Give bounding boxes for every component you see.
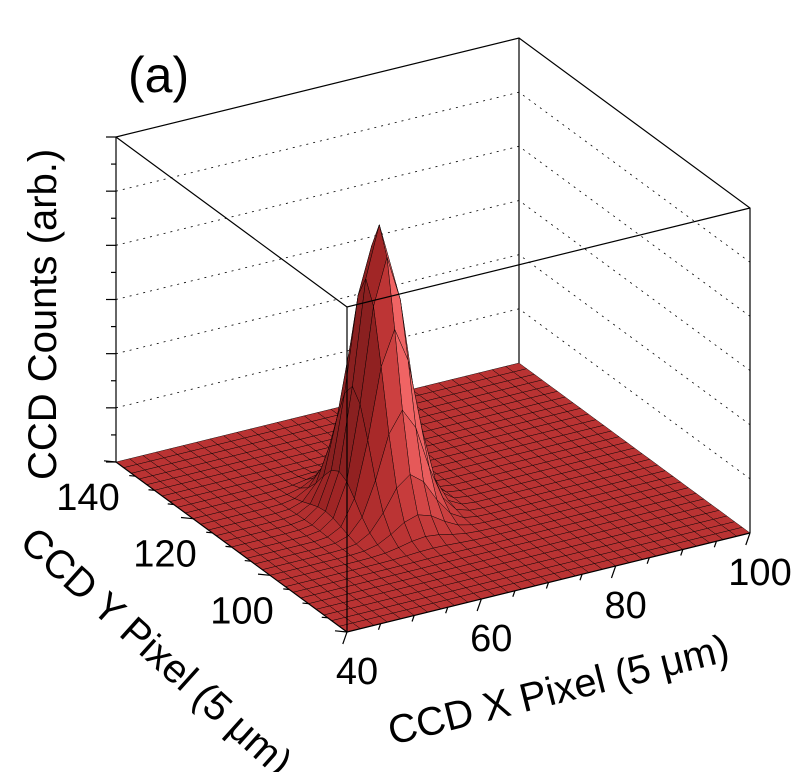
y-tick bbox=[244, 559, 251, 562]
x-tick bbox=[342, 631, 348, 645]
y-tick-labels: 100 120 140 bbox=[56, 477, 273, 632]
z-axis-title: CCD Counts (arb.) bbox=[21, 149, 65, 480]
y-tick bbox=[206, 531, 213, 534]
z-gridline bbox=[115, 91, 751, 263]
y-tick bbox=[334, 630, 348, 633]
y-tick bbox=[302, 602, 309, 605]
surface-mesh bbox=[115, 223, 751, 633]
x-tick bbox=[579, 574, 583, 581]
y-tick bbox=[167, 503, 174, 506]
x-axis-title: CCD X Pixel (5 μm) bbox=[384, 626, 734, 753]
x-tick-label: 100 bbox=[728, 552, 791, 594]
x-tick bbox=[476, 598, 482, 612]
y-tick bbox=[129, 474, 136, 477]
x-tick-labels: 40 60 80 100 bbox=[336, 552, 792, 693]
x-tick bbox=[680, 549, 684, 556]
top-front-edges bbox=[115, 136, 751, 308]
tick-marks bbox=[103, 136, 751, 645]
y-tick-label: 120 bbox=[133, 534, 196, 576]
x-tick bbox=[545, 582, 550, 589]
x-tick bbox=[713, 541, 717, 548]
y-tick-label: 100 bbox=[210, 590, 273, 632]
y-tick-label: 140 bbox=[56, 477, 119, 519]
x-tick bbox=[411, 615, 415, 622]
x-tick-label: 40 bbox=[336, 651, 378, 693]
x-tick bbox=[445, 607, 449, 614]
x-tick bbox=[512, 590, 516, 597]
panel-label: (a) bbox=[128, 47, 189, 103]
y-tick bbox=[257, 573, 271, 576]
x-tick bbox=[377, 623, 382, 630]
y-tick bbox=[148, 489, 155, 491]
z-gridline bbox=[115, 200, 751, 371]
x-tick bbox=[745, 532, 751, 546]
x-tick bbox=[646, 557, 650, 564]
y-tick bbox=[180, 516, 194, 520]
x-tick-label: 60 bbox=[470, 618, 512, 660]
y-tick bbox=[225, 545, 232, 548]
x-tick bbox=[610, 565, 617, 579]
z-gridline bbox=[115, 145, 751, 317]
y-tick bbox=[321, 616, 328, 619]
y-tick bbox=[283, 588, 290, 591]
z-gridline bbox=[115, 308, 751, 480]
z-gridline bbox=[115, 254, 751, 426]
x-tick-label: 80 bbox=[605, 585, 647, 627]
